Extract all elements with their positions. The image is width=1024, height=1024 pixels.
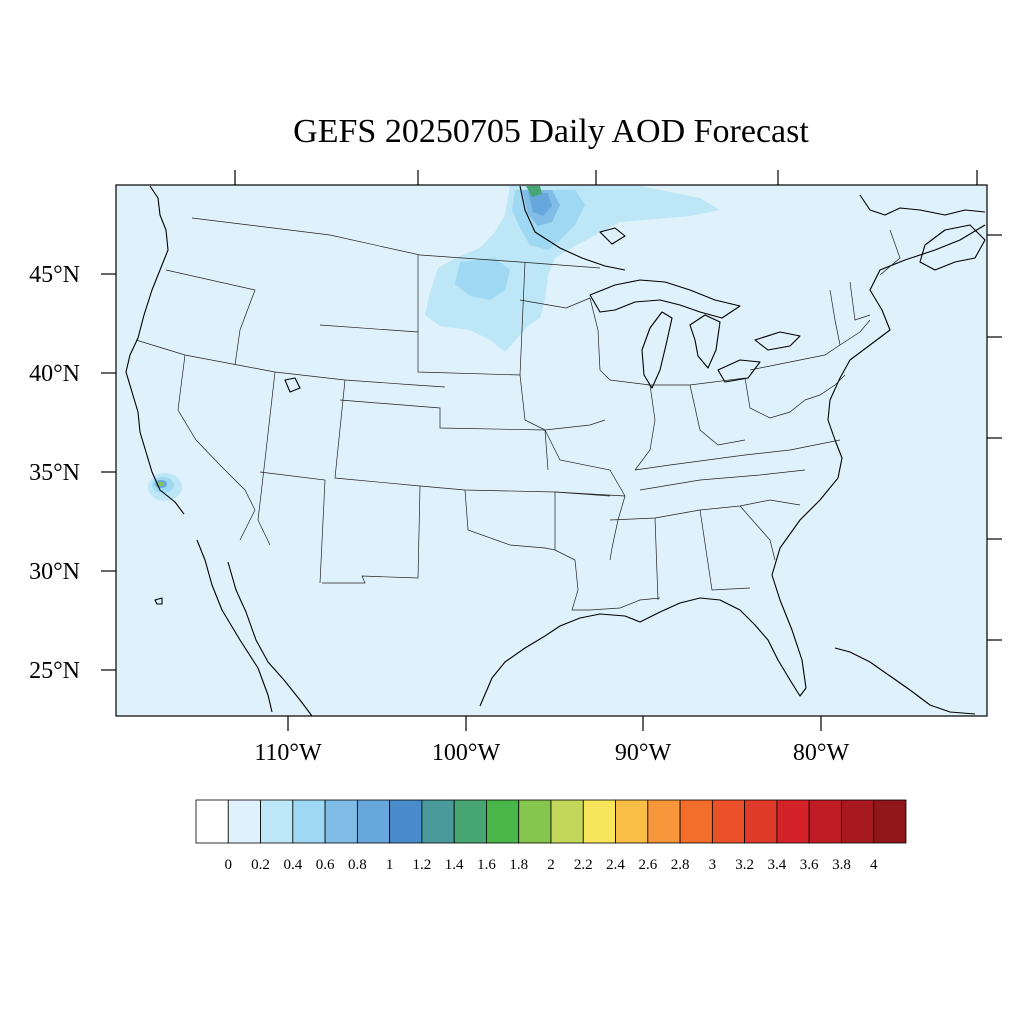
lat-label: 25°N (29, 658, 80, 684)
colorbar-box (550, 799, 584, 844)
tick-marks (101, 170, 1002, 731)
map-panel (115, 184, 988, 717)
colorbar-label: 0.6 (316, 857, 335, 873)
colorbar-box (615, 799, 649, 844)
colorbar-label: 2.8 (671, 857, 690, 873)
colorbar-box (486, 799, 520, 844)
colorbar-box (324, 799, 358, 844)
colorbar-box (227, 799, 261, 844)
lat-label: 35°N (29, 460, 80, 486)
colorbar-box (518, 799, 552, 844)
colorbar-label: 1 (386, 857, 394, 873)
lon-label: 80°W (793, 740, 850, 766)
colorbar-label: 2.4 (606, 857, 625, 873)
colorbar-label: 3.6 (800, 857, 819, 873)
lat-labels: 45°N 40°N 35°N 30°N 25°N (29, 262, 80, 684)
colorbar-label: 1.4 (445, 857, 464, 873)
lon-labels: 110°W 100°W 90°W 80°W (254, 740, 849, 766)
colorbar-label: 1.2 (413, 857, 432, 873)
colorbar-box (389, 799, 423, 844)
colorbar-box (292, 799, 326, 844)
colorbar-box (808, 799, 842, 844)
colorbar-box (679, 799, 713, 844)
colorbar-label: 1.6 (477, 857, 496, 873)
aod-plume-socal (148, 473, 182, 501)
colorbar-label: 2.2 (574, 857, 593, 873)
colorbar-label: 3.2 (735, 857, 754, 873)
colorbar-label: 0.4 (283, 857, 302, 873)
colorbar-box (841, 799, 875, 844)
lon-label: 90°W (615, 740, 672, 766)
colorbar-box (356, 799, 391, 844)
aod-plume-north (425, 186, 720, 352)
colorbar-box (421, 799, 455, 844)
colorbar-label: 0 (225, 857, 233, 873)
colorbar-label: 0.2 (251, 857, 270, 873)
colorbar-box (453, 799, 487, 844)
colorbar-label: 3.8 (832, 857, 851, 873)
map-background (116, 185, 987, 716)
colorbar-box (776, 799, 810, 844)
colorbar-label: 2 (547, 857, 555, 873)
colorbar-label: 3 (709, 857, 717, 873)
coastlines (125, 185, 986, 717)
colorbar-box (711, 799, 746, 844)
lon-label: 110°W (254, 740, 322, 766)
chart-title: GEFS 20250705 Daily AOD Forecast (293, 113, 809, 150)
colorbar-label: 0.8 (348, 857, 367, 873)
map-frame (115, 184, 988, 717)
colorbar-box (647, 799, 681, 844)
colorbar-box (260, 799, 294, 844)
state-borders (135, 217, 901, 611)
colorbar-labels: 0 0.2 0.4 0.6 0.8 1 1.2 1.4 1.6 1.8 2 2.2 2.4 2.6 2.8 3… (225, 857, 878, 873)
lat-label: 45°N (29, 262, 80, 288)
colorbar-box (582, 799, 616, 844)
colorbar (195, 799, 907, 844)
lat-label: 30°N (29, 559, 80, 585)
lon-label: 100°W (432, 740, 501, 766)
colorbar-label: 1.8 (509, 857, 528, 873)
colorbar-label: 4 (870, 857, 878, 873)
colorbar-label: 2.6 (638, 857, 657, 873)
colorbar-label: 3.4 (768, 857, 787, 873)
colorbar-box (873, 799, 907, 844)
colorbar-box (195, 799, 229, 844)
colorbar-box (744, 799, 778, 844)
lat-label: 40°N (29, 361, 80, 387)
